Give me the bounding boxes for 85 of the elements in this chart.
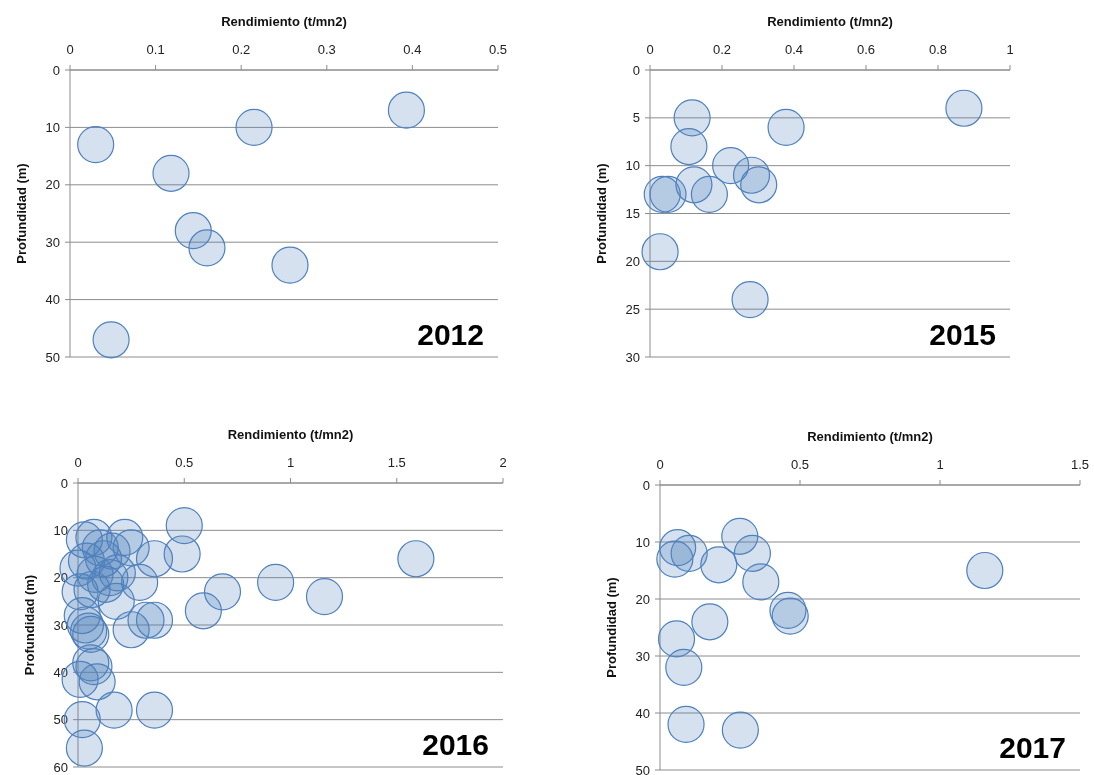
x-tick-label: 0.5	[790, 457, 810, 472]
y-axis-title: Profundidad (m)	[604, 577, 619, 678]
point	[665, 648, 703, 686]
y-tick-label: 10	[45, 119, 60, 135]
y-tick-label: 50	[45, 349, 60, 365]
point	[641, 233, 679, 271]
point	[271, 246, 309, 284]
y-tick-label: 25	[625, 301, 640, 317]
x-tick-label: 0.4	[784, 42, 804, 57]
y-axis-title: Profundidad (m)	[22, 574, 37, 676]
point	[77, 126, 115, 164]
x-axis-title: Rendimiento (t/mn2)	[767, 14, 893, 29]
point	[667, 705, 705, 743]
point	[112, 611, 150, 649]
point	[771, 597, 809, 635]
x-tick-label: 2	[499, 455, 507, 470]
x-axis-title: Rendimiento (t/mn2)	[227, 427, 354, 442]
point	[387, 91, 426, 129]
y-axis-title: Profundidad (m)	[14, 163, 29, 264]
y-tick-label: 0	[642, 477, 650, 493]
point	[188, 229, 226, 267]
point	[670, 127, 708, 166]
y-tick-label: 0	[632, 62, 640, 78]
x-axis-title: Rendimiento (t/mn2)	[807, 429, 933, 444]
point	[731, 281, 769, 319]
y-tick-label: 60	[53, 759, 68, 775]
x-tick-label: 1	[1006, 42, 1014, 57]
x-tick-label: 0.2	[712, 42, 732, 57]
point	[397, 540, 435, 578]
x-tick-label: 0.1	[146, 42, 165, 57]
point	[184, 592, 222, 630]
point	[135, 691, 174, 729]
point	[740, 166, 778, 204]
point	[95, 691, 133, 729]
y-tick-label: 10	[635, 534, 650, 550]
x-tick-label: 1	[286, 455, 295, 470]
point	[690, 175, 728, 213]
y-tick-label: 15	[625, 206, 640, 222]
y-tick-label: 10	[625, 158, 640, 174]
point	[305, 578, 344, 616]
y-tick-label: 50	[635, 762, 650, 775]
annotation: 2017	[999, 731, 1066, 764]
x-tick-label: 0.8	[928, 42, 948, 57]
point	[767, 108, 805, 146]
point	[691, 603, 729, 641]
x-tick-label: 0.3	[317, 42, 336, 57]
y-tick-label: 30	[45, 234, 60, 250]
x-tick-label: 0.4	[403, 42, 422, 57]
x-tick-label: 0.5	[488, 42, 508, 57]
y-tick-label: 5	[632, 110, 640, 126]
x-axis-title: Rendimiento (t/mn2)	[221, 14, 347, 29]
point	[945, 89, 983, 127]
annotation: 2015	[929, 318, 996, 351]
y-tick-label: 30	[635, 648, 650, 664]
y-tick-label: 30	[625, 349, 640, 365]
point	[152, 154, 190, 192]
y-tick-label: 10	[53, 522, 68, 538]
point	[92, 321, 130, 359]
x-tick-label: 0.6	[856, 42, 876, 57]
x-tick-label: 1.5	[387, 455, 406, 470]
annotation: 2012	[417, 318, 484, 351]
y-axis-title: Profundidad (m)	[594, 163, 609, 264]
x-tick-label: 0	[656, 457, 664, 472]
point	[235, 108, 273, 146]
point	[670, 534, 708, 572]
x-tick-label: 1.5	[1070, 457, 1090, 472]
point	[721, 711, 759, 749]
x-tick-label: 0.5	[175, 455, 194, 470]
x-tick-label: 1	[936, 457, 944, 472]
y-tick-label: 20	[45, 177, 60, 193]
y-tick-label: 0	[60, 475, 68, 491]
point	[733, 534, 771, 572]
y-tick-label: 40	[45, 292, 60, 308]
point	[966, 551, 1004, 590]
annotation: 2016	[422, 728, 489, 761]
point	[742, 563, 780, 601]
y-tick-label: 0	[52, 62, 60, 78]
y-tick-label: 20	[625, 253, 640, 269]
point	[257, 563, 295, 601]
point	[700, 546, 738, 584]
x-tick-label: 0	[74, 455, 82, 470]
x-tick-label: 0.2	[232, 42, 251, 57]
y-tick-label: 20	[635, 591, 650, 607]
y-tick-label: 40	[635, 705, 650, 721]
point	[649, 175, 687, 213]
